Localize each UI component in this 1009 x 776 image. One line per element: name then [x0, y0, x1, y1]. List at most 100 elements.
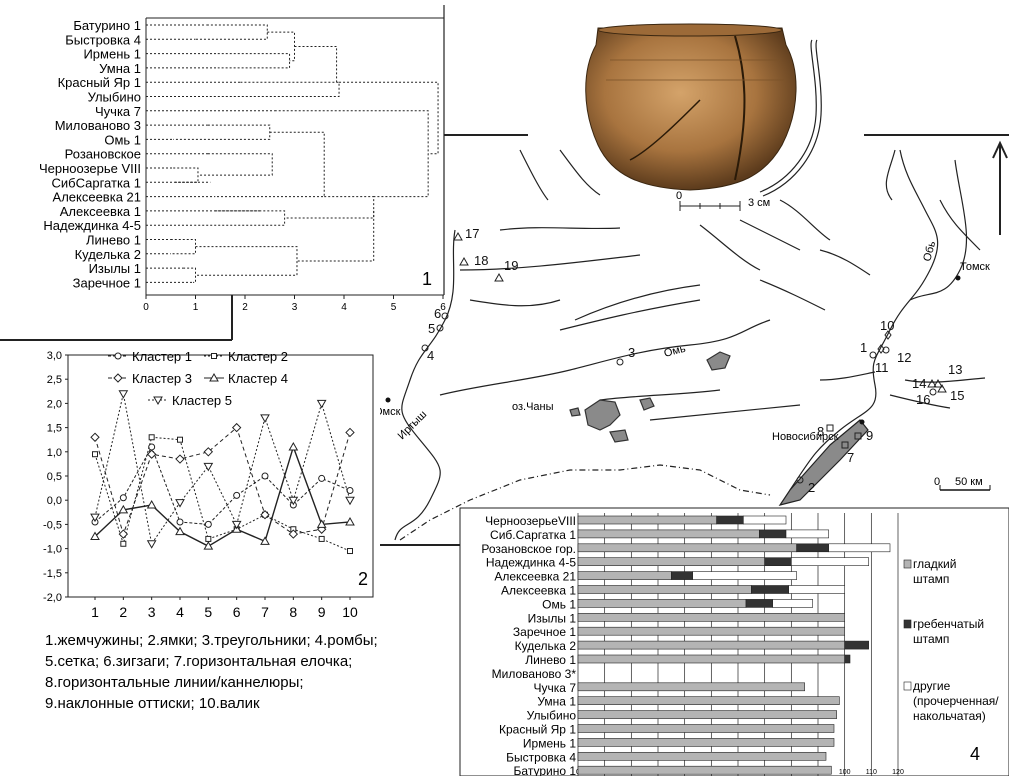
y-tick-label: 1,0 — [47, 447, 62, 459]
site-number-label: 18 — [474, 253, 488, 268]
bar-segment — [577, 557, 765, 567]
bar-segment — [796, 543, 829, 553]
y-tick-label: 2,5 — [47, 374, 62, 386]
city-label-omsk: Омск — [374, 406, 401, 418]
category-label: Заречное 1 — [513, 625, 576, 639]
map-scale-bar: 0 50 км — [934, 476, 991, 491]
data-point — [203, 462, 214, 472]
site-number-label: 19 — [504, 258, 518, 273]
dendrogram-link — [173, 167, 199, 183]
series-line — [94, 426, 351, 536]
data-point — [146, 540, 157, 549]
bar-segment — [759, 529, 787, 539]
x-tick-label: 6 — [233, 604, 241, 620]
category-label: Надеждинка 4-5 — [486, 556, 576, 570]
bar-chart-panel-number: 4 — [970, 744, 980, 764]
bar-segment — [577, 529, 760, 539]
y-tick-label: 3,0 — [47, 350, 62, 362]
legend-entry: Кластер 1 — [132, 349, 192, 364]
dendrogram-tick-label: 5 — [391, 302, 397, 313]
legend-entry: другие — [913, 679, 951, 693]
legend-entry: Кластер 2 — [228, 349, 288, 364]
data-point — [316, 399, 327, 409]
river-label-ob: Обь — [921, 240, 938, 263]
site-number-label: 12 — [897, 350, 911, 365]
category-label: Батурино 1 — [514, 764, 577, 776]
x-tick-label: 5 — [204, 604, 212, 620]
river-label-irtysh: Иртыш — [396, 408, 430, 442]
site-marker — [927, 378, 937, 388]
site-marker — [453, 231, 463, 241]
bar-segment — [772, 599, 813, 608]
data-point — [260, 536, 270, 545]
x-tick-label: 2 — [119, 604, 127, 620]
data-point — [90, 432, 100, 442]
data-point — [345, 427, 355, 438]
data-point — [205, 535, 212, 542]
bar-segment — [791, 557, 869, 567]
dendrogram-link — [215, 131, 325, 198]
data-point — [288, 529, 299, 539]
dendrogram-site-label: СибСаргатка 1 — [52, 175, 142, 190]
data-point — [118, 504, 129, 514]
bar-segment — [577, 612, 845, 622]
site-marker — [459, 256, 469, 266]
dendrogram-site-label: Линево 1 — [86, 233, 141, 248]
bar-segment — [764, 557, 792, 567]
dendrogram-link — [240, 45, 338, 83]
cluster-notes-line: 9.наклонные оттиски; 10.валик — [45, 695, 260, 712]
bar-segment — [577, 585, 752, 594]
data-point — [153, 396, 163, 406]
site-number-label: 4 — [427, 348, 434, 363]
data-point — [203, 447, 214, 457]
site-number-label: 2 — [808, 480, 815, 495]
legend-entry: накольчатая) — [913, 709, 986, 723]
dendrogram-site-label: Черноозерье VIII — [39, 161, 141, 176]
data-point — [318, 474, 326, 482]
dendrogram-site-label: Батурино 1 — [73, 18, 141, 33]
data-point — [118, 390, 129, 399]
site-number-label: 10 — [880, 318, 894, 333]
bar-segment — [844, 654, 851, 664]
dendrogram-site-label: Быстровка 4 — [65, 32, 141, 47]
series-line — [94, 436, 351, 552]
site-number-label: 7 — [847, 450, 854, 465]
dendrogram-site-label: Куделька 2 — [75, 247, 141, 262]
y-tick-label: -2,0 — [43, 592, 62, 604]
dendrogram-link — [217, 53, 291, 69]
site-number-label: 8 — [817, 424, 824, 439]
site-marker — [929, 388, 937, 396]
data-point — [288, 496, 299, 506]
dendrogram-link — [296, 210, 375, 262]
site-number-label: 13 — [948, 362, 962, 377]
dendrogram-site-label: Алексеевка 1 — [60, 204, 141, 219]
category-label: Алексеевка 21 — [494, 570, 576, 584]
dendrogram-tick-label: 4 — [341, 302, 347, 313]
line-chart-panel-number: 2 — [358, 569, 368, 589]
x-tick-label: 10 — [342, 604, 358, 620]
dendrogram-panel-number: 1 — [422, 269, 432, 289]
site-number-label: 16 — [916, 392, 930, 407]
bar-segment — [671, 571, 693, 580]
x-tick-label: 8 — [289, 604, 297, 620]
dendrogram-link — [284, 196, 375, 219]
data-point — [114, 352, 122, 360]
site-marker — [882, 346, 890, 354]
x-tick-label: 4 — [176, 604, 184, 620]
data-point — [211, 353, 217, 359]
site-number-label: 11 — [875, 360, 889, 375]
map-scale-label: 50 км — [955, 476, 983, 488]
legend-entry: штамп — [913, 632, 949, 646]
pot-image: 0 3 см — [585, 23, 822, 211]
data-point — [90, 531, 100, 540]
site-number-label: 6 — [434, 306, 441, 321]
legend-entry: Кластер 5 — [172, 393, 232, 408]
dendrogram-link — [197, 153, 273, 176]
site-marker — [441, 312, 449, 320]
dendrogram-site-label: Алексеевка 21 — [53, 190, 141, 205]
dendrogram-site-label: Омь 1 — [104, 132, 141, 147]
bar-segment — [577, 640, 845, 650]
category-label: Изылы 1 — [528, 611, 577, 625]
cluster-notes-line: 1.жемчужины; 2.ямки; 3.треугольники; 4.р… — [45, 632, 378, 649]
category-label: Омь 1 — [542, 597, 576, 611]
